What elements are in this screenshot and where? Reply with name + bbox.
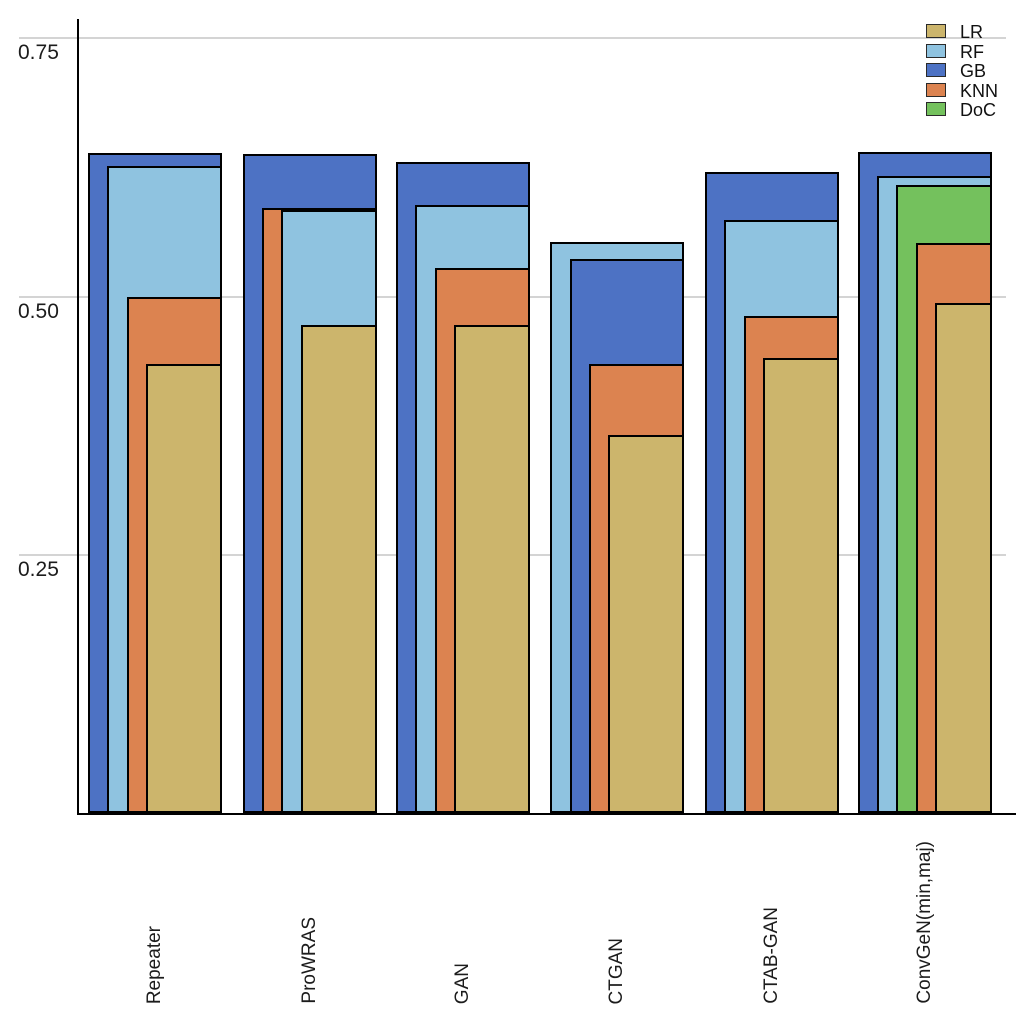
legend-swatch-lr (926, 24, 946, 38)
x-axis-spine (77, 813, 1016, 815)
legend-label-rf: RF (960, 41, 984, 62)
legend-label-knn: KNN (960, 80, 999, 101)
bar-ctab-gan-lr (762, 358, 839, 813)
y-axis-spine (77, 19, 79, 815)
gridline-0.75 (19, 37, 1006, 40)
legend-swatch-gb (926, 63, 946, 77)
legend-swatch-rf (926, 43, 946, 58)
x-axis-label-convgen-min-maj: ConvGeN(min,maj) (913, 841, 935, 1004)
x-axis-label-prowras: ProWRAS (298, 917, 320, 1004)
legend: LR RF GB KNN DoC (926, 22, 1024, 120)
legend-item-doc: DoC (926, 100, 1024, 120)
bar-repeater-lr (145, 363, 222, 813)
bar-prowras-lr (300, 325, 377, 813)
bar-ctgan-lr (608, 434, 685, 813)
legend-item-lr: LR (926, 22, 1024, 42)
legend-label-gb: GB (960, 61, 987, 81)
x-axis-label-repeater: Repeater (144, 925, 165, 1004)
legend-item-knn: KNN (926, 81, 1024, 101)
x-axis-label-ctab-gan: CTAB-GAN (761, 907, 782, 1004)
x-axis-label-ctgan: CTGAN (606, 937, 628, 1005)
x-axis-label-gan: GAN (452, 962, 473, 1004)
bar-gan-lr (453, 325, 530, 813)
legend-swatch-knn (926, 82, 946, 97)
legend-label-lr: LR (960, 22, 984, 42)
legend-item-rf: RF (926, 42, 1024, 62)
bar-convgen-min-maj-lr (935, 302, 992, 813)
legend-item-gb: GB (926, 61, 1024, 81)
legend-swatch-doc (926, 102, 946, 116)
legend-label-doc: DoC (960, 100, 997, 120)
y-tick-label-0.25: 0.25 (18, 557, 59, 581)
y-tick-label-0.50: 0.50 (18, 299, 59, 323)
y-tick-label-0.75: 0.75 (18, 41, 59, 65)
